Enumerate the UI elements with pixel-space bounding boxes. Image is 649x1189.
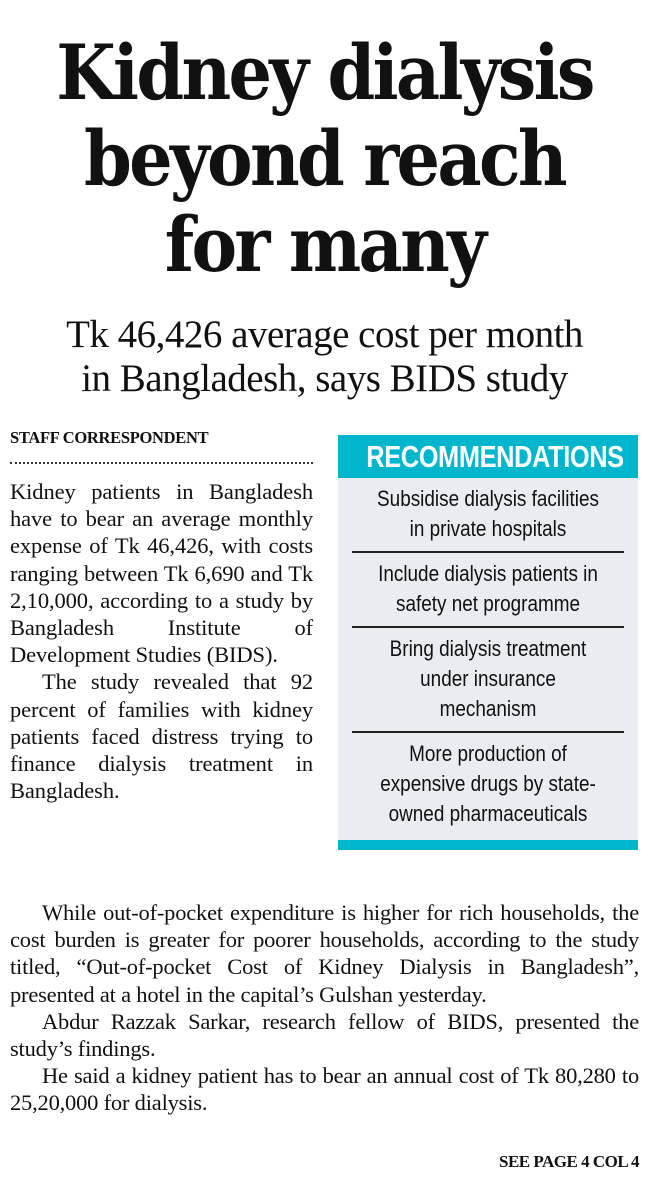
paragraph: While out-of-pocket expenditure is highe… [10,900,639,1007]
article-column-left: Kidney patients in Bangladesh have to be… [10,478,313,804]
headline-line: Kidney dialysis [56,28,595,117]
paragraph: Kidney patients in Bangladesh have to be… [10,479,313,668]
continued-on-page-link[interactable]: SEE PAGE 4 COL 4 [499,1152,640,1171]
paragraph: Abdur Razzak Sarkar, research fellow of … [10,1008,639,1062]
byline: STAFF CORRESPONDENT [10,428,209,447]
recommendations-title: RECOMMENDATIONS [338,435,638,478]
recommendation-item: Include dialysis patients in safety net … [352,553,624,628]
headline-line: for many [164,200,487,289]
paragraph: The study revealed that 92 percent of fa… [10,669,313,804]
dotted-divider [10,462,313,464]
headline-line: beyond reach [84,114,568,203]
subheadline: Tk 46,426 average cost per month in Bang… [0,313,649,401]
recommendation-item: Bring dialysis treatment under insurance… [352,628,624,733]
article-body-full-width: While out-of-pocket expenditure is highe… [10,899,639,1117]
paragraph: He said a kidney patient has to bear an … [10,1063,639,1116]
subheadline-line: in Bangladesh, says BIDS study [81,357,568,400]
subheadline-line: Tk 46,426 average cost per month [66,313,583,356]
recommendation-item: Subsidise dialysis facilities in private… [352,478,624,553]
recommendation-item: More production of expensive drugs by st… [380,741,596,826]
recommendations-box: RECOMMENDATIONS Subsidise dialysis facil… [338,435,638,850]
headline: Kidney dialysis beyond reach for many [32,30,616,288]
